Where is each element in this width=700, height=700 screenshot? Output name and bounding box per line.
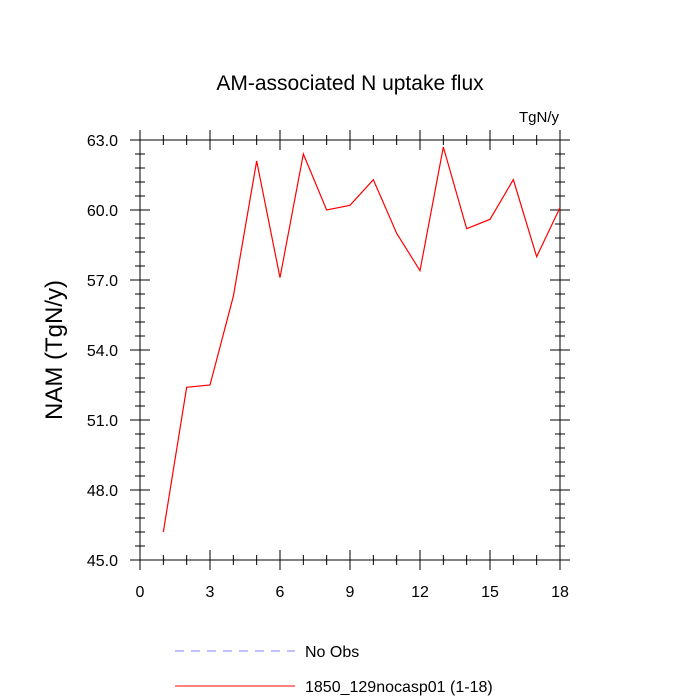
x-tick-label: 3 [206,584,215,601]
chart-title: AM-associated N uptake flux [216,72,484,95]
legend-label-no-obs: No Obs [305,644,359,661]
series-group [162,146,561,533]
y-tick-label: 48.0 [87,483,118,500]
units-label: TgN/y [519,109,560,126]
y-tick-label: 60.0 [87,203,118,220]
y-tick-label: 45.0 [87,553,118,570]
plot-frame [139,139,561,561]
legend-label-model-run: 1850_129nocasp01 (1-18) [305,679,493,696]
y-tick-label: 57.0 [87,273,118,290]
series-line-1 [162,146,561,533]
x-tick-label: 18 [551,584,569,601]
x-tick-label: 15 [481,584,499,601]
y-axis-title: NAM (TgN/y) [41,280,68,420]
x-tick-label: 6 [276,584,285,601]
y-tick-label: 63.0 [87,133,118,150]
x-tick-label: 12 [411,584,429,601]
y-tick-label: 51.0 [87,413,118,430]
x-tick-label: 0 [136,584,145,601]
legend: No Obs 1850_129nocasp01 (1-18) [175,644,493,696]
axis-ticks: 0 3 6 9 12 15 18 45.0 48.0 51.0 54.0 57.0 60.0 63.0 [87,130,570,601]
x-tick-label: 9 [346,584,355,601]
y-tick-label: 54.0 [87,343,118,360]
